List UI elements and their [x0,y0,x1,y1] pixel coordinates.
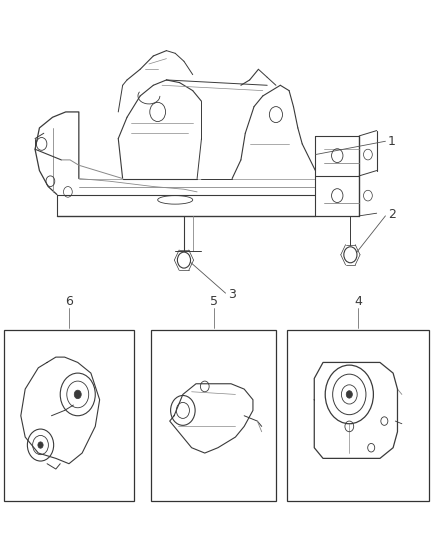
Circle shape [74,390,81,399]
Text: 6: 6 [65,295,73,308]
Circle shape [38,442,43,448]
Circle shape [177,252,191,268]
Text: 4: 4 [354,295,362,308]
Circle shape [346,391,352,398]
Text: 2: 2 [388,208,396,221]
Text: 5: 5 [209,295,218,308]
Bar [287,330,429,501]
Bar [151,330,276,501]
Bar [4,330,134,501]
Text: 1: 1 [388,135,396,148]
Circle shape [344,247,357,263]
Text: 3: 3 [228,288,236,301]
